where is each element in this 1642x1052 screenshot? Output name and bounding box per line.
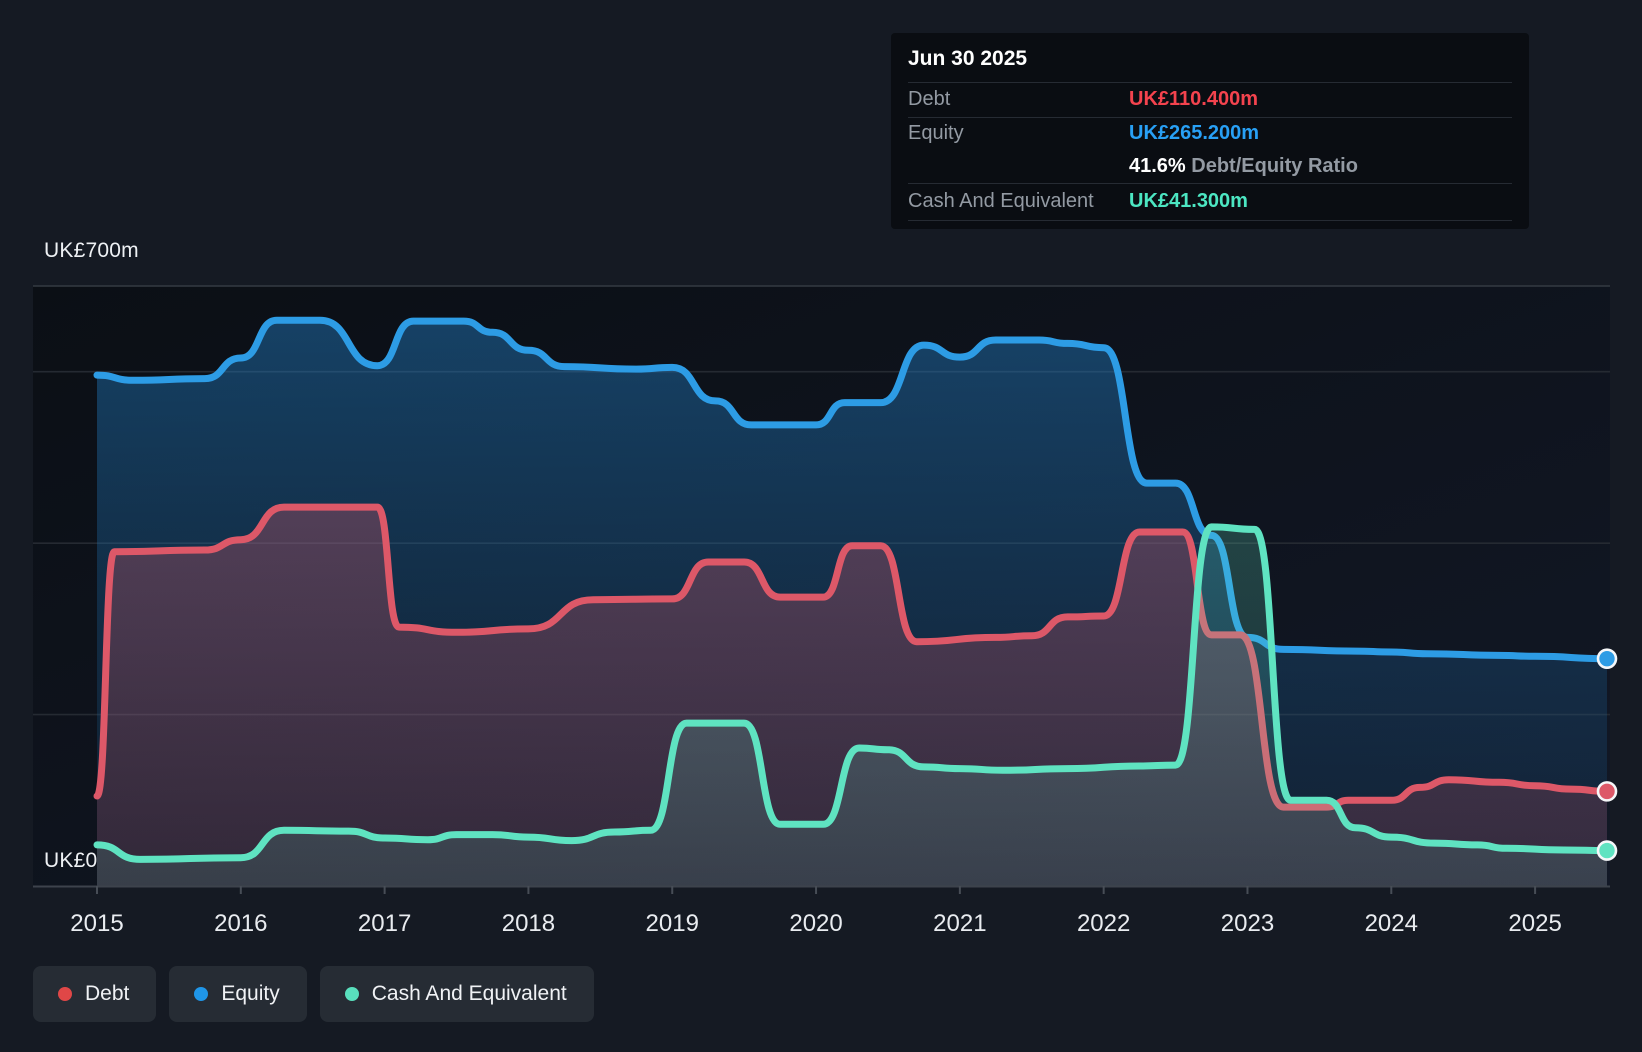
legend-cash-label: Cash And Equivalent (371, 982, 567, 1005)
x-axis-label-2019: 2019 (645, 910, 699, 937)
equity-end-dot (1596, 648, 1618, 669)
series-layer (93, 316, 1611, 886)
x-axis-label-2018: 2018 (501, 910, 556, 937)
equity-dot-icon (194, 987, 209, 1001)
tooltip-date: Jun 30 2025 (908, 47, 1028, 70)
debt-end-dot (1596, 781, 1618, 802)
legend-chip-cash[interactable]: Cash And Equivalent (319, 966, 594, 1022)
x-axis-label-2021: 2021 (933, 910, 987, 937)
y-axis-top-label: UK£700m (44, 239, 139, 262)
legend-chip-debt[interactable]: Debt (33, 966, 157, 1022)
x-axis (33, 885, 1610, 894)
cash-and-equivalent-line (93, 523, 1611, 863)
tooltip-debt-equity-ratio: 41.6% Debt/Equity Ratio (1129, 155, 1358, 177)
tooltip-debt-value: UK£110.400m (1129, 88, 1258, 110)
x-axis-label-2020: 2020 (789, 910, 843, 937)
equity-line (93, 316, 1611, 663)
tooltip-cash-label: Cash And Equivalent (908, 190, 1094, 212)
x-axis-label-2024: 2024 (1364, 910, 1418, 937)
x-axis-label-2025: 2025 (1508, 910, 1562, 937)
tooltip-cash-value: UK£41.300m (1129, 190, 1248, 212)
cash-dot-icon (344, 987, 359, 1001)
x-axis-label-2015: 2015 (70, 910, 124, 937)
cash-and-equivalent-end-dot (1596, 840, 1618, 861)
tooltip-equity-label: Equity (908, 122, 964, 144)
legend-equity-label: Equity (221, 982, 280, 1005)
y-axis-zero-label: UK£0 (44, 849, 98, 872)
chart-tooltip: Jun 30 2025 Debt UK£110.400m Equity UK£2… (891, 33, 1529, 229)
series-end-dots (1596, 648, 1618, 861)
x-axis-label-2016: 2016 (214, 910, 268, 937)
debt-line (93, 503, 1611, 811)
tooltip-debt-label: Debt (908, 88, 951, 110)
debt-dot-icon (58, 987, 72, 1001)
tooltip-equity-value: UK£265.200m (1129, 122, 1260, 144)
legend-chip-equity[interactable]: Equity (169, 966, 307, 1022)
x-axis-label-2022: 2022 (1076, 910, 1131, 937)
x-axis-label-2017: 2017 (357, 910, 412, 937)
x-axis-label-2023: 2023 (1220, 910, 1275, 937)
chart-legend: Debt Equity Cash And Equivalent (33, 966, 594, 1022)
legend-debt-label: Debt (85, 982, 130, 1005)
cash-and-equivalent-area (97, 526, 1607, 886)
